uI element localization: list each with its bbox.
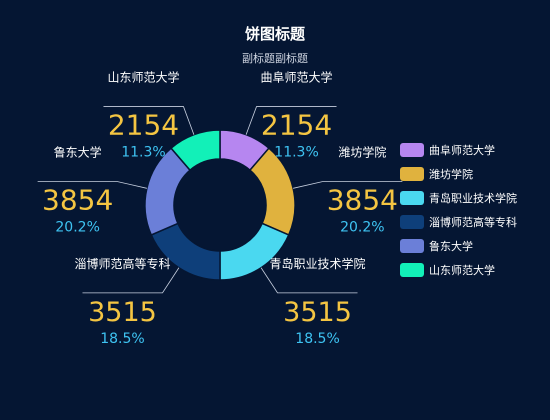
slice-4-legend-swatch[interactable] xyxy=(400,215,424,229)
slice-4-wedge[interactable] xyxy=(150,222,221,281)
slice-4-percent-label: 18.5% xyxy=(100,331,144,347)
slice-3-legend-swatch[interactable] xyxy=(400,191,424,205)
slice-6-wedge[interactable] xyxy=(170,129,221,172)
outer-label-group: 曲阜师范大学 2154 11.3% 潍坊学院 3854 20.2% 青岛职业技术学院 3515… xyxy=(42,70,398,347)
slice-1-value-label: 2154 xyxy=(261,109,332,142)
slice-1-legend-label[interactable]: 曲阜师范大学 xyxy=(429,143,495,157)
chart-subtitle: 副标题副标题 xyxy=(242,51,308,65)
slice-1-name-label: 曲阜师范大学 xyxy=(261,70,333,85)
slice-4-leader-line xyxy=(82,267,180,294)
slice-5-legend-label[interactable]: 鲁东大学 xyxy=(429,239,473,253)
slice-2-name-label: 潍坊学院 xyxy=(338,145,386,160)
slice-5-name-label: 鲁东大学 xyxy=(54,145,102,160)
chart-title: 饼图标题 xyxy=(245,25,306,43)
slice-6-percent-label: 11.3% xyxy=(121,145,165,161)
slice-3-legend-label[interactable]: 青岛职业技术学院 xyxy=(429,191,517,205)
slice-2-legend-swatch[interactable] xyxy=(400,167,424,181)
slice-6-value-label: 2154 xyxy=(108,109,179,142)
slice-2-leader-line xyxy=(293,181,403,189)
slice-5-value-label: 3854 xyxy=(42,184,113,217)
slice-6-name-label: 山东师范大学 xyxy=(107,70,179,85)
slice-2-percent-label: 20.2% xyxy=(340,220,384,236)
slice-6-legend-label[interactable]: 山东师范大学 xyxy=(429,263,495,277)
slice-2-legend-label[interactable]: 潍坊学院 xyxy=(429,167,473,181)
slice-2-value-label: 3854 xyxy=(327,184,398,217)
slice-1-leader-line xyxy=(245,106,337,135)
slice-5-legend-swatch[interactable] xyxy=(400,239,424,253)
slice-3-value-label: 3515 xyxy=(283,297,352,328)
slice-4-value-label: 3515 xyxy=(88,297,157,328)
leader-line-group xyxy=(37,106,403,294)
slice-group xyxy=(144,129,296,281)
slice-6-legend-swatch[interactable] xyxy=(400,263,424,277)
slice-5-leader-line xyxy=(37,181,147,189)
slice-2-wedge[interactable] xyxy=(248,147,296,236)
slice-3-leader-line xyxy=(260,267,358,294)
slice-3-wedge[interactable] xyxy=(219,222,290,281)
slice-1-legend-swatch[interactable] xyxy=(400,143,424,157)
slice-1-percent-label: 11.3% xyxy=(274,145,318,161)
slice-3-percent-label: 18.5% xyxy=(295,331,339,347)
slice-4-legend-label[interactable]: 淄博师范高等专科 xyxy=(429,215,517,229)
slice-4-name-label: 淄博师范高等专科 xyxy=(74,256,170,271)
slice-3-name-label: 青岛职业技术学院 xyxy=(270,256,366,271)
slice-6-leader-line xyxy=(103,106,195,135)
slice-5-percent-label: 20.2% xyxy=(55,220,99,236)
